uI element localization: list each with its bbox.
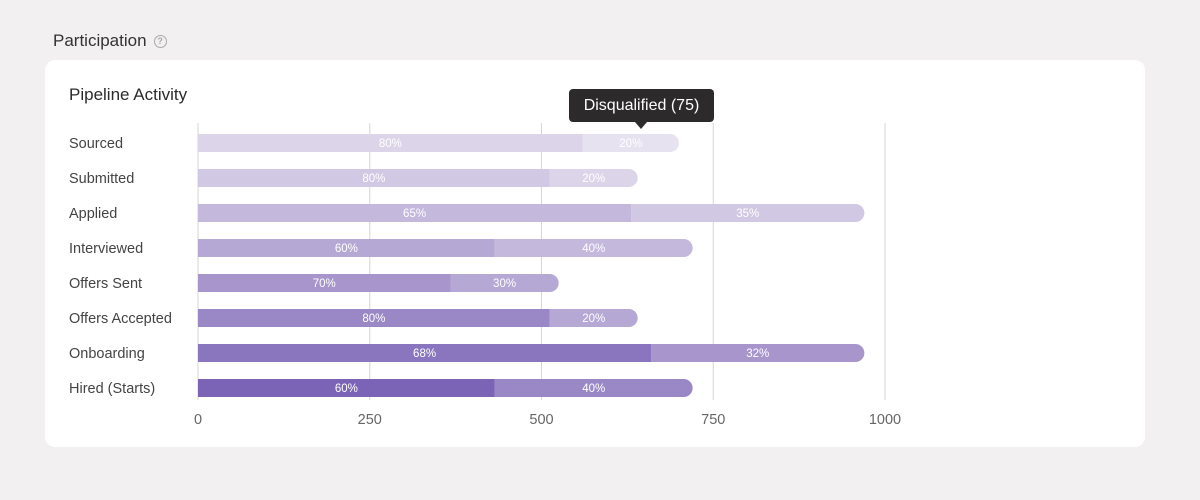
- bar-segment-2: [631, 204, 865, 222]
- bar-segment-2: [582, 134, 679, 152]
- pipeline-chart: Sourced 80% 20% Submitted 80% 20% Applied 65% 35…: [69, 123, 901, 428]
- bar-label-1: 80%: [362, 173, 385, 185]
- bar-label-2: 40%: [582, 243, 605, 255]
- category-label: Submitted: [69, 171, 134, 187]
- category-label: Hired (Starts): [69, 381, 155, 397]
- help-icon[interactable]: ?: [153, 34, 167, 48]
- bar-label-2: 30%: [493, 278, 516, 290]
- category-label: Applied: [69, 206, 117, 222]
- bar-segment-2: [549, 169, 638, 187]
- section-header: Participation ?: [53, 31, 167, 51]
- bar-segment-1: [198, 134, 583, 152]
- card-title: Pipeline Activity: [69, 85, 188, 104]
- bar-segment-1: [198, 239, 495, 257]
- x-tick-label: 1000: [869, 412, 901, 428]
- category-label: Offers Accepted: [69, 311, 172, 327]
- category-label: Onboarding: [69, 346, 145, 362]
- x-tick-label: 750: [701, 412, 725, 428]
- bar-segment-1: [198, 344, 652, 362]
- tooltip-arrow: [635, 122, 647, 129]
- bar-segment-1: [198, 309, 550, 327]
- category-label: Interviewed: [69, 241, 143, 257]
- bar-label-1: 60%: [335, 383, 358, 395]
- chart-card: Pipeline Activity Sourced 80% 20% Submitted…: [45, 60, 1145, 447]
- bar-segment-1: [198, 204, 632, 222]
- bar-label-1: 60%: [335, 243, 358, 255]
- x-tick-label: 500: [529, 412, 553, 428]
- bar-segment-2: [494, 239, 693, 257]
- x-tick-label: 0: [194, 412, 202, 428]
- bar-segment-2: [450, 274, 559, 292]
- category-label: Sourced: [69, 136, 123, 152]
- bar-segment-1: [198, 379, 495, 397]
- x-tick-label: 250: [358, 412, 382, 428]
- bar-label-2: 20%: [582, 313, 605, 325]
- bar-label-1: 80%: [362, 313, 385, 325]
- bar-segment-2: [549, 309, 638, 327]
- bar-segment-1: [198, 169, 550, 187]
- bar-label-2: 35%: [736, 208, 759, 220]
- tooltip: Disqualified (75): [569, 89, 714, 122]
- bar-segment-2: [651, 344, 865, 362]
- bar-label-2: 32%: [746, 348, 769, 360]
- bar-label-2: 40%: [582, 383, 605, 395]
- bar-segment-2: [494, 379, 693, 397]
- bar-label-2: 20%: [582, 173, 605, 185]
- bar-label-2: 20%: [619, 138, 642, 150]
- bar-label-1: 80%: [379, 138, 402, 150]
- bar-label-1: 68%: [413, 348, 436, 360]
- section-title: Participation: [53, 31, 147, 50]
- category-label: Offers Sent: [69, 276, 142, 292]
- bar-segment-1: [198, 274, 451, 292]
- bar-label-1: 70%: [313, 278, 336, 290]
- bar-label-1: 65%: [403, 208, 426, 220]
